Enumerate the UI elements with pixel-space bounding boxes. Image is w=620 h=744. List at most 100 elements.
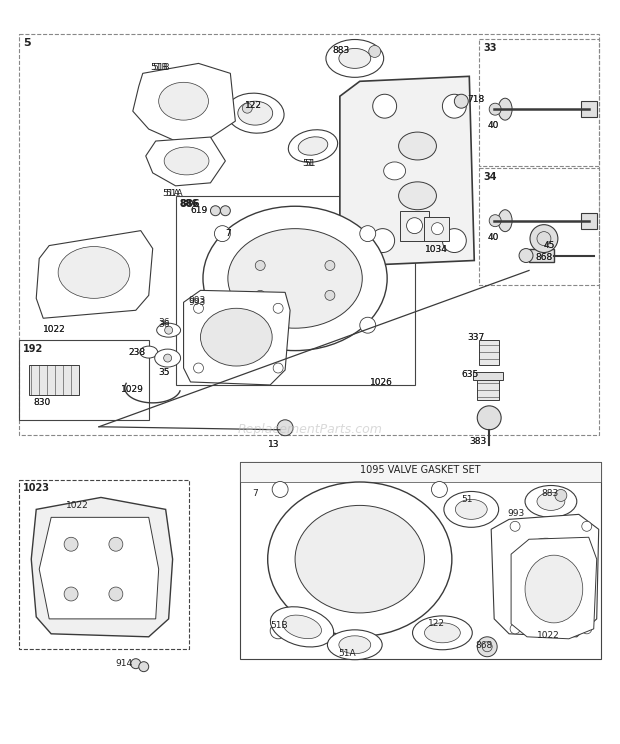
Polygon shape xyxy=(491,514,599,637)
Circle shape xyxy=(215,317,231,333)
Text: 5: 5 xyxy=(24,37,31,48)
Text: 1034: 1034 xyxy=(425,245,448,254)
Text: 34: 34 xyxy=(483,172,497,182)
Bar xyxy=(29,365,79,395)
Text: 122: 122 xyxy=(246,101,262,110)
Bar xyxy=(473,372,503,380)
Circle shape xyxy=(582,624,591,634)
Text: 13: 13 xyxy=(268,440,280,449)
Ellipse shape xyxy=(399,182,436,210)
Circle shape xyxy=(272,481,288,498)
Circle shape xyxy=(277,420,293,436)
Text: 993: 993 xyxy=(188,298,206,307)
Text: 1022: 1022 xyxy=(66,501,89,510)
Text: 383: 383 xyxy=(469,437,487,446)
Ellipse shape xyxy=(295,505,425,613)
Circle shape xyxy=(519,248,533,263)
Circle shape xyxy=(537,231,551,246)
Text: 1022: 1022 xyxy=(537,631,560,640)
Ellipse shape xyxy=(157,323,180,337)
Text: 1022: 1022 xyxy=(43,325,66,334)
Circle shape xyxy=(489,215,501,227)
Text: 1023: 1023 xyxy=(24,484,50,493)
Circle shape xyxy=(109,537,123,551)
Circle shape xyxy=(210,206,220,216)
Circle shape xyxy=(325,290,335,301)
Text: 35: 35 xyxy=(159,368,170,377)
Text: 51B: 51B xyxy=(270,621,288,630)
Circle shape xyxy=(489,103,501,115)
Text: 830: 830 xyxy=(33,398,50,407)
Ellipse shape xyxy=(159,83,208,120)
Text: 36: 36 xyxy=(159,318,170,327)
Circle shape xyxy=(360,225,376,242)
Text: 868: 868 xyxy=(476,641,492,650)
Polygon shape xyxy=(39,517,159,619)
Text: 1029: 1029 xyxy=(121,385,144,394)
Text: 883: 883 xyxy=(332,46,349,56)
Polygon shape xyxy=(133,63,236,141)
Ellipse shape xyxy=(525,555,583,623)
Text: 337: 337 xyxy=(467,333,485,342)
Text: 7: 7 xyxy=(226,228,231,237)
Polygon shape xyxy=(36,231,153,318)
Circle shape xyxy=(215,225,231,242)
Circle shape xyxy=(273,304,283,313)
Bar xyxy=(19,33,599,434)
Text: 40: 40 xyxy=(487,233,498,242)
Text: 868: 868 xyxy=(535,252,552,262)
Text: 883: 883 xyxy=(541,490,558,498)
Ellipse shape xyxy=(226,93,284,133)
Circle shape xyxy=(454,94,468,108)
Ellipse shape xyxy=(155,349,180,367)
Text: 192: 192 xyxy=(24,344,43,354)
Bar xyxy=(477,375,499,400)
Circle shape xyxy=(432,623,448,639)
Ellipse shape xyxy=(399,132,436,160)
Circle shape xyxy=(432,481,448,498)
Circle shape xyxy=(270,623,286,639)
Text: ReplacementParts.com: ReplacementParts.com xyxy=(237,423,383,436)
Circle shape xyxy=(477,637,497,657)
Polygon shape xyxy=(511,537,596,639)
Ellipse shape xyxy=(270,607,334,647)
Circle shape xyxy=(373,94,397,118)
Circle shape xyxy=(255,290,265,301)
Circle shape xyxy=(369,45,381,57)
Text: 619: 619 xyxy=(190,206,208,215)
Polygon shape xyxy=(146,137,226,186)
Text: 1026: 1026 xyxy=(370,378,392,387)
Circle shape xyxy=(482,642,492,652)
Ellipse shape xyxy=(288,129,338,162)
Text: 635: 635 xyxy=(461,370,479,379)
Circle shape xyxy=(193,363,203,373)
Text: 51A: 51A xyxy=(162,189,180,198)
Circle shape xyxy=(193,304,203,313)
Polygon shape xyxy=(184,290,290,385)
Text: 51A: 51A xyxy=(166,189,184,198)
Text: 51B: 51B xyxy=(151,63,169,72)
Text: 1029: 1029 xyxy=(121,385,144,394)
Text: 7: 7 xyxy=(226,228,231,237)
Polygon shape xyxy=(340,77,474,266)
Text: 619: 619 xyxy=(190,206,208,215)
Ellipse shape xyxy=(498,210,512,231)
Circle shape xyxy=(64,537,78,551)
Text: 868: 868 xyxy=(535,252,552,262)
Text: 33: 33 xyxy=(483,43,497,54)
Text: 122: 122 xyxy=(427,619,445,628)
Ellipse shape xyxy=(58,246,130,298)
Ellipse shape xyxy=(326,39,384,77)
Text: 36: 36 xyxy=(159,320,170,330)
Ellipse shape xyxy=(455,499,487,519)
Ellipse shape xyxy=(537,493,565,510)
Ellipse shape xyxy=(498,98,512,120)
Ellipse shape xyxy=(384,162,405,180)
Text: 122: 122 xyxy=(246,101,262,110)
Circle shape xyxy=(510,522,520,531)
Ellipse shape xyxy=(425,623,460,643)
Text: 1022: 1022 xyxy=(43,325,66,334)
Circle shape xyxy=(164,354,172,362)
Text: 886: 886 xyxy=(180,199,200,209)
Circle shape xyxy=(109,587,123,601)
